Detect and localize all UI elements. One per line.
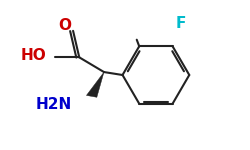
Text: F: F: [176, 16, 186, 31]
Text: H2N: H2N: [35, 97, 72, 112]
Polygon shape: [86, 72, 104, 97]
Text: HO: HO: [21, 48, 46, 63]
Text: O: O: [58, 18, 71, 33]
